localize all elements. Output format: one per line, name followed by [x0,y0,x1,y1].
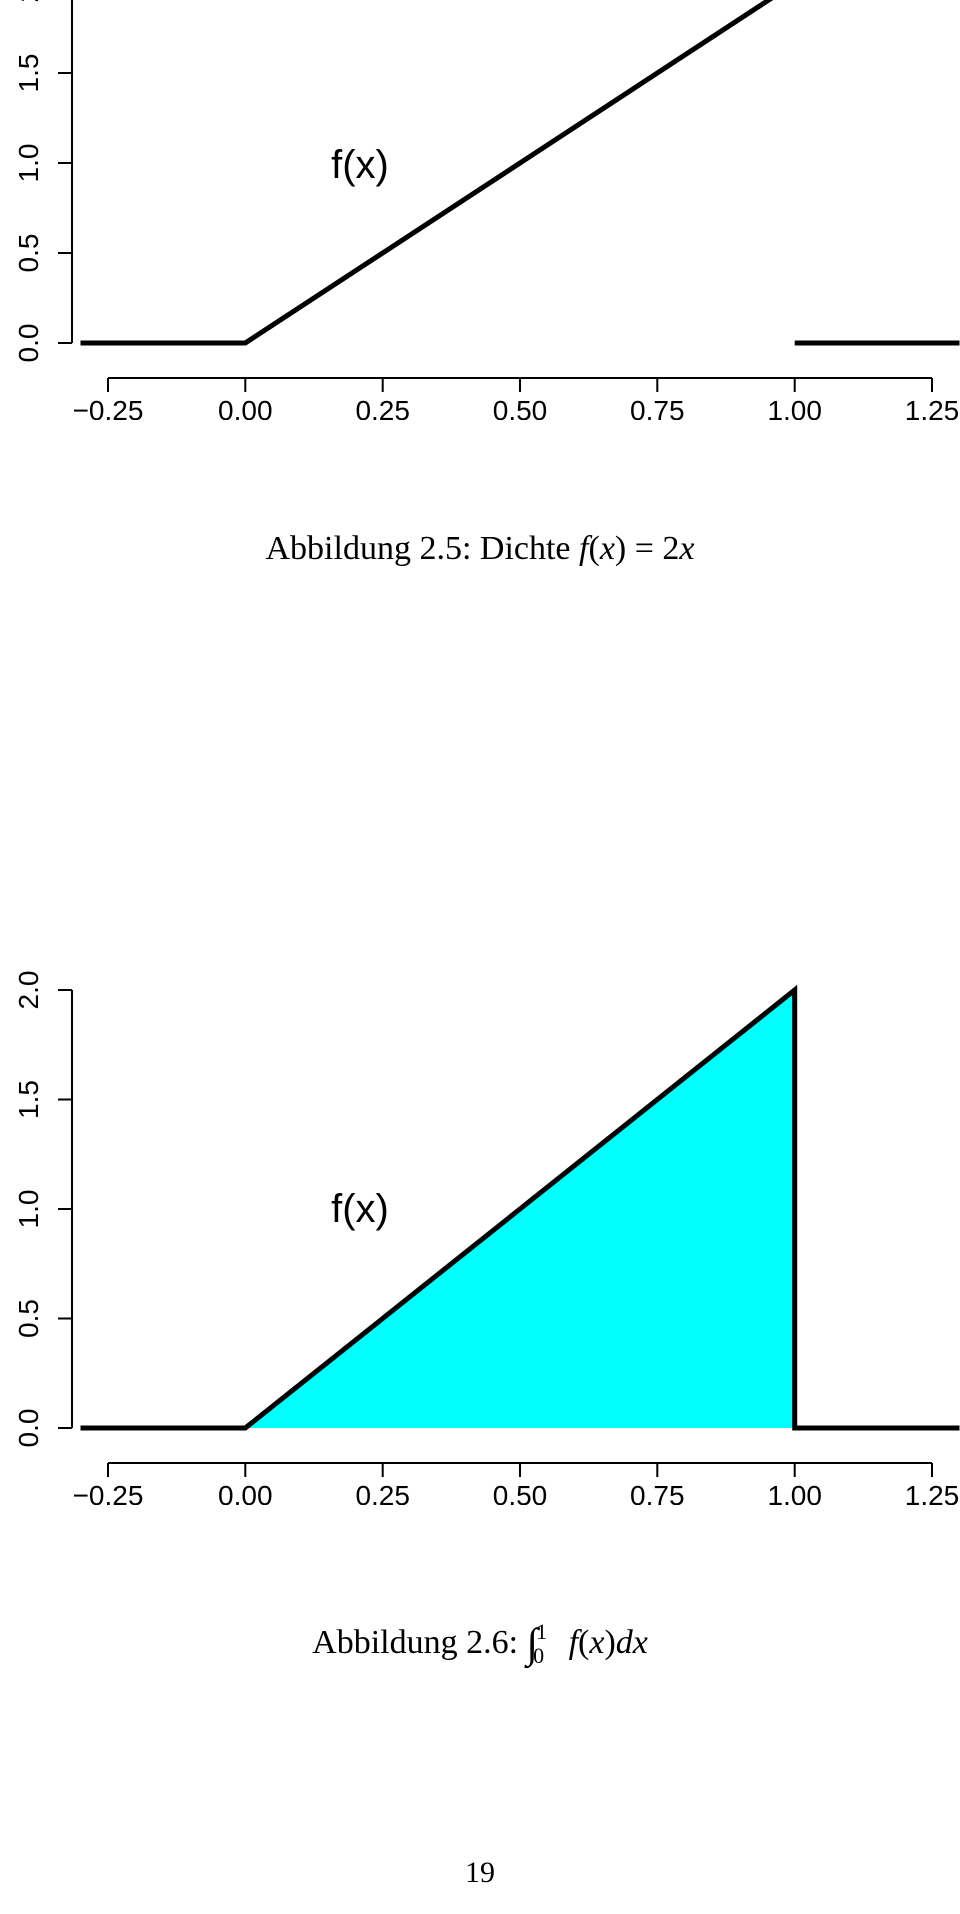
page: 0.0 0.5 1.0 1.5 2.0 −0.25 0.00 0.25 0.50… [0,0,960,1914]
chart-1-ytick-label: 2.0 [13,0,44,2]
chart-2-ytick-label: 0.0 [13,1409,44,1448]
chart-1-xtick-label: 0.00 [218,395,273,420]
chart-2: 0.0 0.5 1.0 1.5 2.0 −0.25 0.00 0.25 0.50… [0,960,960,1505]
chart-2-function-label: f(x) [331,1187,389,1231]
chart-2-xtick-label: 0.25 [355,1480,410,1505]
chart-1-xtick-label: 1.25 [905,395,960,420]
page-number: 19 [0,1856,960,1890]
chart-2-ytick-label: 0.5 [13,1299,44,1338]
chart-1-ytick-label: 0.0 [13,324,44,363]
chart-1-function-label: f(x) [331,143,389,187]
chart-2-xtick-label: 1.00 [767,1480,822,1505]
figure-caption-2: Abbildung 2.6: ∫10 f(x)dx [0,1616,960,1664]
chart-1-xtick-label: −0.25 [73,395,144,420]
chart-1-svg: 0.0 0.5 1.0 1.5 2.0 −0.25 0.00 0.25 0.50… [0,0,960,420]
figure-caption-1: Abbildung 2.5: Dichte f(x) = 2x [0,530,960,568]
chart-2-xtick-label: 1.25 [905,1480,960,1505]
caption-2-prefix: Abbildung 2.6: [312,1624,526,1661]
chart-1-xtick-label: 1.00 [767,395,822,420]
chart-1-xtick-label: 0.75 [630,395,685,420]
chart-1-ytick-label: 1.0 [13,144,44,183]
chart-2-xtick-label: 0.50 [493,1480,548,1505]
chart-2-ytick-label: 2.0 [13,971,44,1010]
chart-2-xtick-label: 0.00 [218,1480,273,1505]
chart-1-xtick-label: 0.25 [355,395,410,420]
chart-1-series-line [81,0,795,343]
caption-1-prefix: Abbildung 2.5: Dichte [266,530,580,567]
caption-2-math: ∫10 f(x)dx [527,1624,648,1661]
chart-2-xtick-label: 0.75 [630,1480,685,1505]
chart-2-xtick-label: −0.25 [73,1480,144,1505]
chart-2-ytick-label: 1.5 [13,1080,44,1119]
chart-2-ytick-label: 1.0 [13,1190,44,1229]
chart-2-svg: 0.0 0.5 1.0 1.5 2.0 −0.25 0.00 0.25 0.50… [0,960,960,1505]
caption-1-math: (x) = 2x [588,530,694,567]
chart-1-ytick-label: 0.5 [13,234,44,273]
chart-1-ytick-label: 1.5 [13,54,44,93]
chart-1-xtick-label: 0.50 [493,395,548,420]
chart-1: 0.0 0.5 1.0 1.5 2.0 −0.25 0.00 0.25 0.50… [0,0,960,420]
